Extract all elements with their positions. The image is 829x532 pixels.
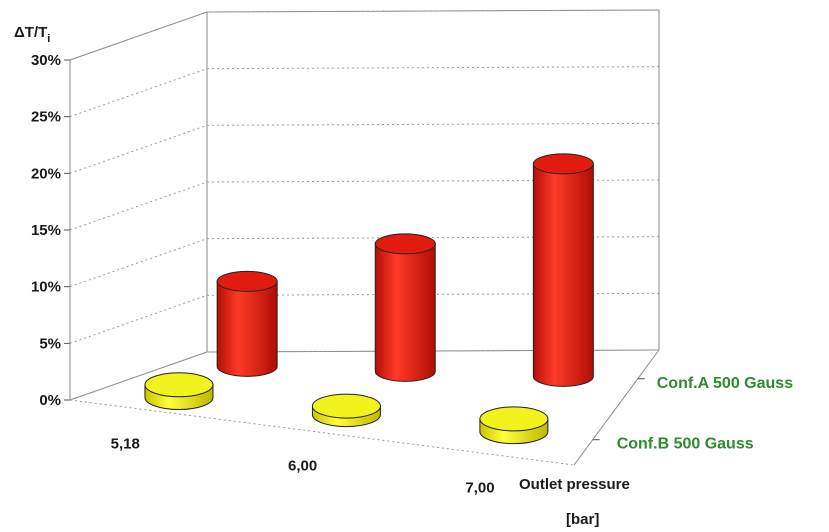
bar-conf-a-0-body — [216, 280, 278, 377]
bar-conf-b-2 — [479, 406, 549, 445]
gridline-side — [69, 351, 208, 401]
x-tick-label: 6,00 — [288, 458, 317, 475]
x-axis-unit: [bar] — [566, 511, 599, 528]
y-tick-label: 20% — [31, 165, 61, 182]
gridline-back — [206, 122, 660, 126]
gridline-back — [206, 66, 660, 70]
bar-conf-b-2-top — [479, 406, 549, 432]
gridline-side — [69, 294, 208, 344]
floor-right-edge — [573, 349, 660, 466]
bar-conf-b-0 — [144, 372, 214, 410]
bar-conf-a-1-body — [374, 243, 436, 382]
y-tick-label: 15% — [31, 222, 61, 239]
gridline-side — [69, 68, 208, 118]
series-label: Conf.B 500 Gauss — [617, 436, 754, 453]
y-axis-ticks: 0% 5% 10% 15% 20% 25% 30% — [31, 52, 70, 409]
gridline-side — [69, 11, 208, 61]
gridline-side — [69, 181, 208, 231]
bar-conf-a-1-top — [374, 233, 436, 255]
x-axis-ticks: 5,18 6,00 7,00 — [111, 435, 495, 496]
bar-conf-b-0-top — [144, 372, 214, 398]
bar-conf-a-0-top — [216, 270, 278, 292]
y-tick-label: 0% — [39, 392, 61, 409]
y-tick-label: 30% — [31, 52, 61, 69]
x-axis-title: Outlet pressure — [519, 476, 630, 493]
bar-conf-a-0 — [216, 270, 278, 377]
bar-conf-a-2 — [532, 153, 594, 387]
series-label: Conf.A 500 Gauss — [657, 375, 793, 392]
y-tick-label: 10% — [31, 279, 61, 296]
gridline-side — [69, 124, 208, 174]
bar-conf-a-2-top — [532, 153, 594, 175]
left-wall — [69, 11, 208, 400]
x-tick-label: 7,00 — [465, 480, 494, 497]
gridline-back — [206, 9, 660, 13]
y-tick-label: 25% — [31, 109, 61, 126]
series-labels: Conf.A 500 Gauss Conf.B 500 Gauss — [592, 375, 793, 453]
x-tick-label: 5,18 — [111, 435, 140, 452]
gridline-side — [69, 238, 208, 288]
y-axis-title: ΔT/Ti — [14, 24, 50, 45]
y-tick-label: 5% — [39, 335, 61, 352]
bar-conf-a-2-body — [532, 163, 594, 387]
bar-conf-b-1-top — [311, 393, 381, 419]
bars — [144, 153, 594, 445]
bar-conf-b-1 — [311, 393, 381, 428]
bar-conf-a-1 — [374, 233, 436, 382]
